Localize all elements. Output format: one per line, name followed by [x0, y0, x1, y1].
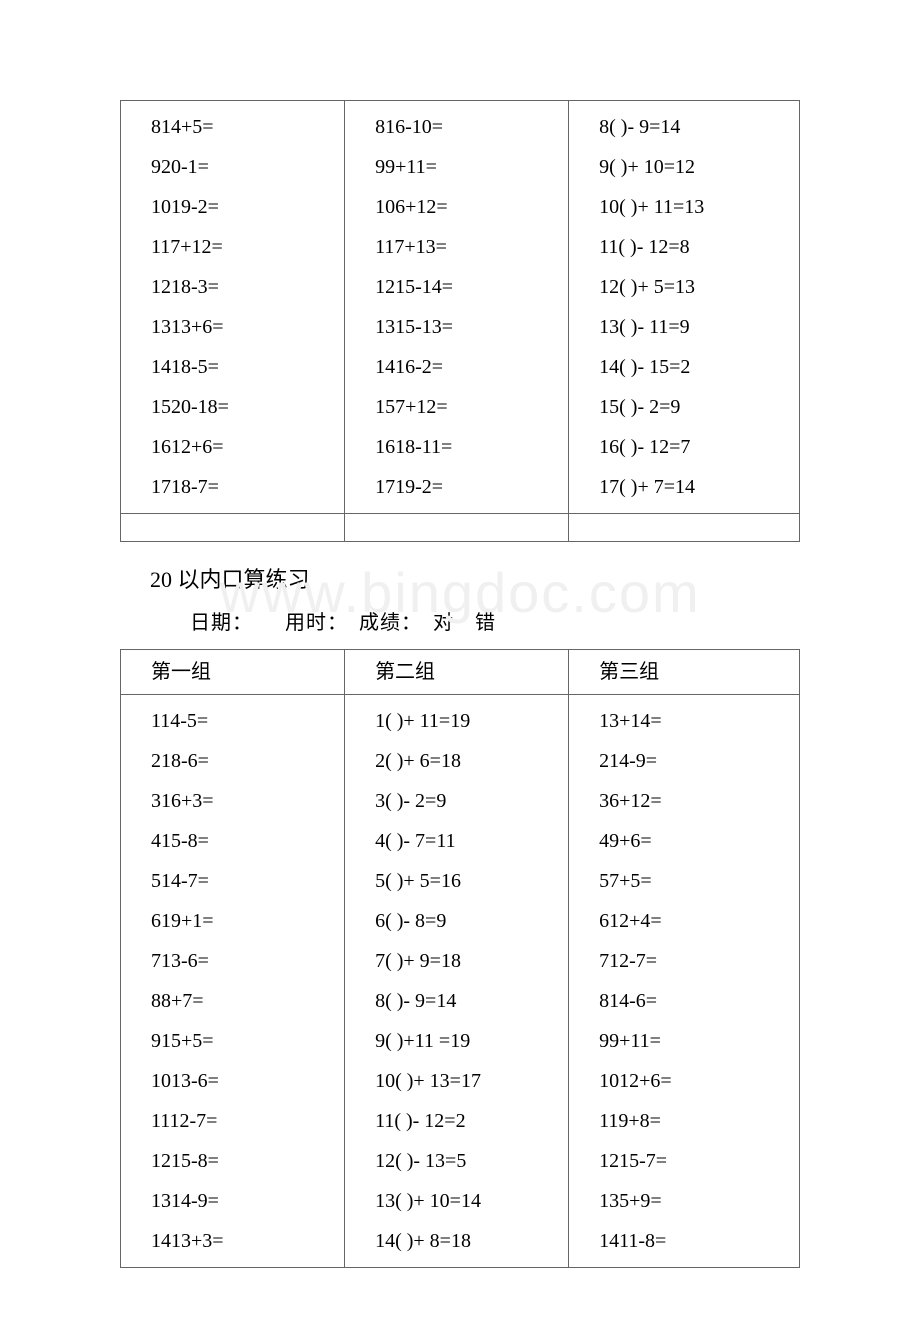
section-subtitle: 日期： 用时： 成绩： 对 错: [190, 606, 800, 635]
problem-item: 619+1=: [151, 901, 334, 941]
table1-col2: 816-10=99+11=106+12=117+13=1215-14=1315-…: [345, 101, 568, 513]
practice-table-2: 第一组 第二组 第三组 114-5=218-6=316+3=415-8=514-…: [120, 649, 800, 1268]
problem-item: 99+11=: [375, 147, 558, 187]
problem-item: 316+3=: [151, 781, 334, 821]
problem-item: 1215-7=: [599, 1141, 789, 1181]
table1-empty-row: [121, 514, 800, 542]
problem-item: 712-7=: [599, 941, 789, 981]
problem-item: 1315-13=: [375, 307, 558, 347]
problem-item: 1( )+ 11=19: [375, 701, 558, 741]
problem-item: 106+12=: [375, 187, 558, 227]
table2-header-2: 第二组: [345, 650, 568, 694]
problem-item: 1012+6=: [599, 1061, 789, 1101]
problem-item: 920-1=: [151, 147, 334, 187]
problem-item: 1411-8=: [599, 1221, 789, 1261]
problem-item: 214-9=: [599, 741, 789, 781]
problem-item: 119+8=: [599, 1101, 789, 1141]
problem-item: 14( )+ 8=18: [375, 1221, 558, 1261]
problem-item: 1013-6=: [151, 1061, 334, 1101]
problem-item: 11( )- 12=2: [375, 1101, 558, 1141]
problem-item: 816-10=: [375, 107, 558, 147]
problem-item: 157+12=: [375, 387, 558, 427]
problem-item: 1215-14=: [375, 267, 558, 307]
table2-header-1: 第一组: [121, 650, 344, 694]
table2-header-3: 第三组: [569, 650, 799, 694]
problem-item: 1314-9=: [151, 1181, 334, 1221]
problem-item: 6( )- 8=9: [375, 901, 558, 941]
problem-item: 415-8=: [151, 821, 334, 861]
problem-item: 1520-18=: [151, 387, 334, 427]
problem-item: 135+9=: [599, 1181, 789, 1221]
problem-item: 1612+6=: [151, 427, 334, 467]
problem-item: 13( )+ 10=14: [375, 1181, 558, 1221]
problem-item: 1218-3=: [151, 267, 334, 307]
problem-item: 1413+3=: [151, 1221, 334, 1261]
problem-item: 3( )- 2=9: [375, 781, 558, 821]
problem-item: 11( )- 12=8: [599, 227, 789, 267]
problem-item: 12( )- 13=5: [375, 1141, 558, 1181]
problem-item: 16( )- 12=7: [599, 427, 789, 467]
problem-item: 9( )+11 =19: [375, 1021, 558, 1061]
problem-item: 13+14=: [599, 701, 789, 741]
table2-col1: 114-5=218-6=316+3=415-8=514-7=619+1=713-…: [121, 695, 344, 1267]
problem-item: 10( )+ 13=17: [375, 1061, 558, 1101]
problem-item: 1313+6=: [151, 307, 334, 347]
problem-item: 5( )+ 5=16: [375, 861, 558, 901]
problem-item: 218-6=: [151, 741, 334, 781]
problem-item: 99+11=: [599, 1021, 789, 1061]
problem-item: 17( )+ 7=14: [599, 467, 789, 507]
problem-item: 2( )+ 6=18: [375, 741, 558, 781]
problem-item: 1719-2=: [375, 467, 558, 507]
table1-col1: 814+5=920-1=1019-2=117+12=1218-3=1313+6=…: [121, 101, 344, 513]
section-title: 20 以内口算练习: [150, 562, 800, 594]
problem-item: 1418-5=: [151, 347, 334, 387]
problem-item: 514-7=: [151, 861, 334, 901]
problem-item: 49+6=: [599, 821, 789, 861]
problem-item: 1618-11=: [375, 427, 558, 467]
problem-item: 13( )- 11=9: [599, 307, 789, 347]
table1-col3: 8( )- 9=149( )+ 10=1210( )+ 11=1311( )- …: [569, 101, 799, 513]
problem-item: 1112-7=: [151, 1101, 334, 1141]
problem-item: 88+7=: [151, 981, 334, 1021]
problem-item: 7( )+ 9=18: [375, 941, 558, 981]
problem-item: 117+13=: [375, 227, 558, 267]
problem-item: 1215-8=: [151, 1141, 334, 1181]
problem-item: 8( )- 9=14: [375, 981, 558, 1021]
practice-table-1: 814+5=920-1=1019-2=117+12=1218-3=1313+6=…: [120, 100, 800, 542]
problem-item: 36+12=: [599, 781, 789, 821]
problem-item: 915+5=: [151, 1021, 334, 1061]
problem-item: 114-5=: [151, 701, 334, 741]
table2-col2: 1( )+ 11=192( )+ 6=183( )- 2=94( )- 7=11…: [345, 695, 568, 1267]
problem-item: 713-6=: [151, 941, 334, 981]
problem-item: 9( )+ 10=12: [599, 147, 789, 187]
problem-item: 15( )- 2=9: [599, 387, 789, 427]
table2-col3: 13+14=214-9=36+12=49+6=57+5=612+4=712-7=…: [569, 695, 799, 1267]
problem-item: 8( )- 9=14: [599, 107, 789, 147]
problem-item: 612+4=: [599, 901, 789, 941]
problem-item: 14( )- 15=2: [599, 347, 789, 387]
problem-item: 1718-7=: [151, 467, 334, 507]
problem-item: 814+5=: [151, 107, 334, 147]
problem-item: 814-6=: [599, 981, 789, 1021]
problem-item: 10( )+ 11=13: [599, 187, 789, 227]
problem-item: 4( )- 7=11: [375, 821, 558, 861]
problem-item: 117+12=: [151, 227, 334, 267]
problem-item: 12( )+ 5=13: [599, 267, 789, 307]
problem-item: 1416-2=: [375, 347, 558, 387]
problem-item: 57+5=: [599, 861, 789, 901]
problem-item: 1019-2=: [151, 187, 334, 227]
